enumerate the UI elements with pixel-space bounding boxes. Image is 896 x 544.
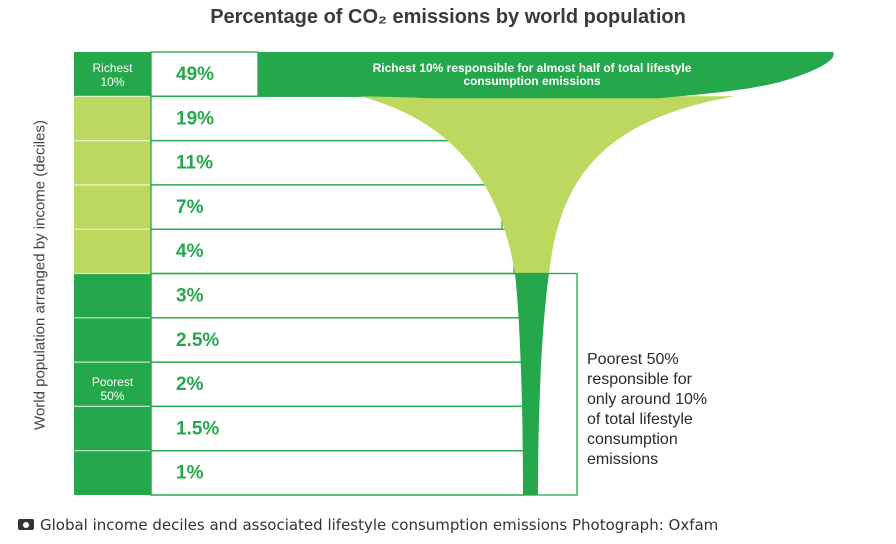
poorest-annotation: of total lifestyle [587, 411, 693, 428]
decile-value-label: 2.5% [176, 330, 219, 351]
poorest-annotation: only around 10% [587, 391, 707, 408]
decile-row-box [150, 450, 525, 496]
funnel-richest-section [258, 52, 834, 99]
photo-caption: Global income deciles and associated lif… [18, 516, 718, 534]
richest-group-label: Richest [92, 61, 133, 75]
decile-value-label: 4% [176, 241, 204, 262]
decile-value-label: 2% [176, 374, 204, 395]
poorest-annotation: Poorest 50% [587, 351, 679, 368]
decile-value-label: 49% [176, 64, 214, 85]
poorest-annotation: emissions [587, 451, 658, 468]
chart-container: Percentage of CO₂ emissions by world pop… [32, 6, 834, 496]
decile-row-box [150, 361, 525, 408]
decile-row-box [150, 228, 515, 275]
richest-annotation: consumption emissions [463, 74, 601, 88]
funnel-poorest-stem [515, 273, 549, 495]
richest-group-label: 10% [100, 75, 124, 89]
poorest-annotation: consumption [587, 431, 678, 448]
decile-row-box [150, 184, 503, 230]
decile-value-label: 1% [176, 463, 204, 484]
decile-value-label: 1.5% [176, 418, 219, 439]
richest-annotation: Richest 10% responsible for almost half … [373, 61, 692, 75]
poorest-group-label: Poorest [92, 375, 134, 389]
poorest-group-block [74, 273, 151, 495]
decile-value-label: 3% [176, 286, 204, 307]
caption-text: Global income deciles and associated lif… [40, 516, 719, 534]
richest-group-block [74, 52, 151, 97]
decile-row-box [150, 272, 521, 319]
camera-icon [18, 519, 34, 530]
poorest-annotation: responsible for [587, 371, 693, 388]
decile-value-label: 19% [176, 108, 214, 129]
decile-value-label: 11% [176, 153, 213, 174]
funnel-middle-section [360, 96, 735, 274]
decile-value-label: 7% [176, 197, 204, 218]
chart-title: Percentage of CO₂ emissions by world pop… [210, 6, 686, 28]
poorest-group-label: 50% [100, 389, 124, 403]
poorest-annotation-box [150, 272, 578, 496]
